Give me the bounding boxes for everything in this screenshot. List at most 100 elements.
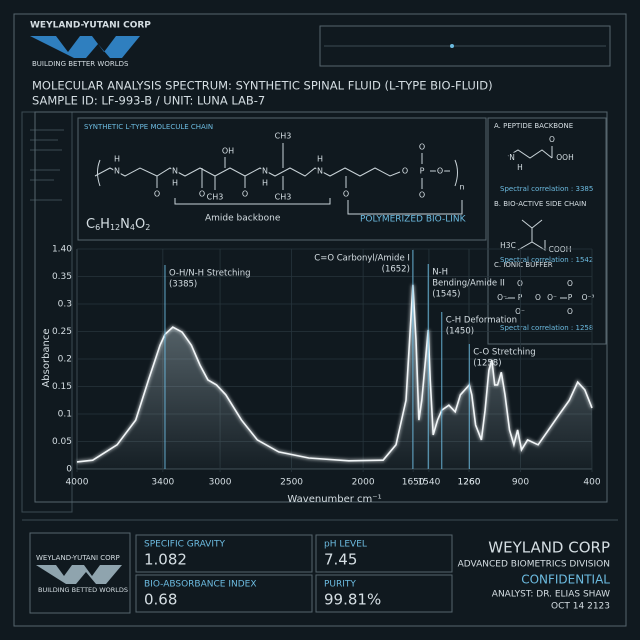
subscript: 2 bbox=[145, 223, 150, 232]
x-tick-label: 1260 bbox=[458, 478, 481, 488]
classification: CONFIDENTIAL bbox=[521, 573, 610, 587]
metric-label: SPECIFIC GRAVITY bbox=[144, 540, 225, 550]
annotation-text: O-H/N-H Stretching bbox=[169, 269, 251, 279]
x-tick-label: 400 bbox=[583, 478, 600, 488]
annotation-value: (1545) bbox=[432, 290, 460, 300]
element: H bbox=[100, 217, 110, 232]
chart-frame bbox=[34, 111, 608, 503]
y-tick-label: 0 bbox=[66, 465, 72, 475]
y-tick-label: 0.1 bbox=[58, 410, 72, 420]
metric-label: PURITY bbox=[324, 580, 356, 590]
atom-label: CH3 bbox=[275, 193, 292, 202]
molecule-skeleton bbox=[94, 167, 401, 177]
subscript: 12 bbox=[110, 223, 120, 232]
metric-label: BIO-ABSORBANCE INDEX bbox=[144, 580, 257, 590]
atom-label: N bbox=[114, 167, 120, 176]
atom-label: N bbox=[317, 167, 323, 176]
backbone-label: Amide backbone bbox=[205, 214, 281, 224]
side-atom: O bbox=[535, 293, 541, 302]
side-atom: O bbox=[517, 279, 523, 288]
metric-label: pH LEVEL bbox=[324, 540, 367, 550]
x-tick-label: 1650 bbox=[402, 478, 425, 488]
line bbox=[76, 284, 593, 463]
annotation-value: (1258) bbox=[473, 359, 501, 369]
x-tick-label: 1540 bbox=[417, 478, 440, 488]
side-atom: O bbox=[567, 307, 573, 316]
outer-frame bbox=[13, 13, 627, 627]
footer-brand: WEYLAND-YUTANI CORP bbox=[36, 554, 120, 562]
atom-label: O bbox=[154, 190, 160, 199]
annotation-text: N-H bbox=[432, 268, 448, 278]
molecule-title: SYNTHETIC L-TYPE MOLECULE CHAIN bbox=[84, 123, 213, 131]
header-logo: WEYLAND-YUTANI CORP BUILDING BETTER WORL… bbox=[30, 21, 151, 68]
side-atom: H bbox=[517, 163, 523, 172]
division: ADVANCED BIOMETRICS DIVISION bbox=[458, 560, 610, 570]
atom-label: N bbox=[172, 167, 178, 176]
footer-tagline: BUILDING BETTED WORLDS bbox=[38, 586, 128, 594]
atom-label: H bbox=[317, 155, 323, 164]
side-atom: O⁻³ bbox=[582, 293, 595, 302]
annotation-value: (1450) bbox=[446, 327, 474, 337]
y-tick-label: 0.05 bbox=[52, 437, 72, 447]
metric-box bbox=[135, 534, 313, 573]
atom-label: CH3 bbox=[207, 193, 224, 202]
annotation-text: C=O Carbonyl/Amide I bbox=[314, 254, 410, 264]
atom-label: CH3 bbox=[275, 132, 292, 141]
y-tick-label: 1.40 bbox=[52, 245, 72, 255]
side-atom: O bbox=[549, 135, 555, 144]
metric-box bbox=[315, 534, 453, 573]
x-tick-label: 3400 bbox=[151, 478, 174, 488]
x-tick-label: 4000 bbox=[66, 478, 89, 488]
side-correlation: Spectral correlation : 1542 bbox=[500, 256, 593, 264]
company: WEYLAND CORP bbox=[488, 539, 610, 557]
annotation-value: (1652) bbox=[382, 265, 410, 275]
date: OCT 14 2123 bbox=[551, 602, 610, 612]
side-atom: OOH bbox=[556, 153, 573, 162]
side-panel bbox=[487, 117, 607, 345]
x-tick-label: 2500 bbox=[280, 478, 303, 488]
annotation-text: C-O Stretching bbox=[473, 348, 535, 358]
y-tick-label: 0.15 bbox=[52, 382, 72, 392]
link-label: POLYMERIZED BIO-LINK bbox=[360, 215, 467, 225]
tagline: BUILDING BETTER WORLDS bbox=[32, 60, 129, 68]
x-tick-label: 3000 bbox=[209, 478, 232, 488]
atom-label: O bbox=[242, 190, 248, 199]
atom-label: H bbox=[172, 179, 178, 188]
footer-logo bbox=[36, 565, 122, 584]
atom-label: O bbox=[419, 143, 425, 152]
side-correlation: Spectral correlation : 1258 bbox=[500, 324, 593, 332]
element: O bbox=[135, 217, 145, 232]
analyst: ANALYST: DR. ELIAS SHAW bbox=[492, 590, 610, 600]
side-atom: P bbox=[568, 293, 573, 302]
y-tick-label: 0.3 bbox=[58, 300, 72, 310]
x-axis-label: Wavenumber cm⁻¹ bbox=[287, 494, 381, 505]
y-tick-label: 0.2 bbox=[58, 355, 72, 365]
atom-label: H bbox=[114, 155, 120, 164]
metric-value: 7.45 bbox=[324, 551, 357, 569]
annotation-value: (3385) bbox=[169, 280, 197, 290]
atom-label: O bbox=[437, 167, 443, 176]
side-atom: O bbox=[567, 279, 573, 288]
atom-label: P bbox=[420, 167, 425, 176]
metric-value: 0.68 bbox=[144, 591, 177, 609]
x-tick-label: 1260 bbox=[458, 478, 481, 488]
molecule-bonds bbox=[97, 143, 463, 215]
element: C bbox=[86, 217, 95, 232]
side-atom: O⁻ bbox=[515, 307, 525, 316]
x-tick-label: 2000 bbox=[352, 478, 375, 488]
atom-label: O bbox=[419, 191, 425, 200]
metric-box bbox=[135, 574, 313, 613]
element: N bbox=[120, 217, 130, 232]
metric-box bbox=[315, 574, 453, 613]
annotation-text: C-H Deformation bbox=[446, 316, 517, 326]
atom-label: n bbox=[459, 183, 464, 192]
y-tick-label: 0.35 bbox=[52, 272, 72, 282]
y-axis-label: Absorbance bbox=[41, 328, 52, 387]
atom-label: H bbox=[262, 179, 268, 188]
atom-label: N bbox=[262, 167, 268, 176]
atom-label: O bbox=[402, 167, 408, 176]
subscript: 4 bbox=[130, 223, 135, 232]
atom-label: O bbox=[199, 190, 205, 199]
side-atom: N bbox=[509, 153, 515, 162]
subscript: 6 bbox=[95, 223, 100, 232]
